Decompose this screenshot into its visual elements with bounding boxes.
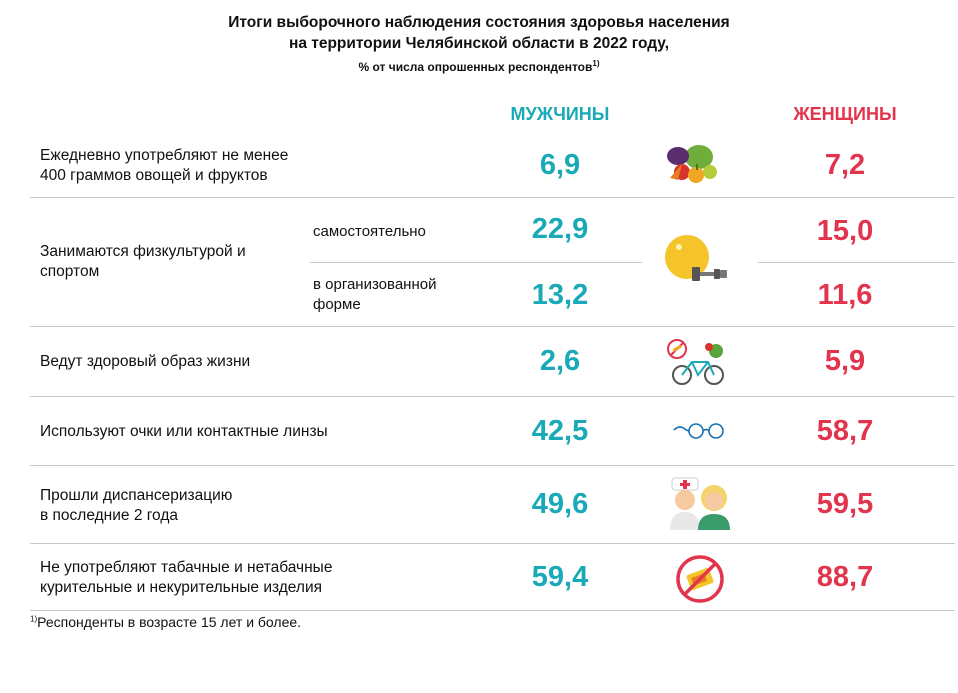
row-sport-org-men-value: 13,2 bbox=[531, 279, 589, 311]
row-healthy-men-value: 2,6 bbox=[539, 345, 581, 377]
row-divider bbox=[30, 543, 955, 544]
row-nosmoking-label-line2: курительные и некурительные изделия bbox=[40, 579, 322, 596]
subrow-divider-left bbox=[310, 262, 642, 263]
row-fruits-label-line2: 400 граммов овощей и фруктов bbox=[40, 167, 268, 184]
row-sport-label-line1: Занимаются физкультурой и bbox=[40, 243, 246, 260]
title-line-2: на территории Челябинской области в 2022… bbox=[288, 35, 670, 52]
row-divider bbox=[30, 610, 955, 611]
page-title: Итоги выборочного наблюдения состояния з… bbox=[0, 12, 958, 77]
row-glasses-women-value: 58,7 bbox=[816, 415, 874, 447]
glasses-icon bbox=[673, 423, 724, 439]
header-women: ЖЕНЩИНЫ bbox=[793, 104, 897, 124]
row-sport-org-women-value: 11,6 bbox=[817, 279, 873, 311]
healthy-lifestyle-bicycle-icon bbox=[667, 339, 724, 385]
row-sport-org-label-line1: в организованной bbox=[313, 276, 437, 293]
row-nosmoking-women-value: 88,7 bbox=[816, 561, 874, 593]
row-divider bbox=[30, 326, 955, 327]
row-checkup-label-line1: Прошли диспансеризацию bbox=[40, 487, 233, 504]
no-smoking-icon bbox=[676, 555, 724, 603]
row-nosmoking-men-value: 59,4 bbox=[531, 561, 589, 593]
row-checkup-women-value: 59,5 bbox=[816, 488, 874, 520]
row-checkup-men-value: 49,6 bbox=[531, 488, 589, 520]
row-checkup-label: Прошли диспансеризацию в последние 2 год… bbox=[40, 486, 232, 526]
row-sport-self-label: самостоятельно bbox=[313, 223, 426, 240]
row-fruits-label-line1: Ежедневно употребляют не менее bbox=[40, 147, 289, 164]
title-footnote-mark: 1) bbox=[592, 59, 600, 68]
row-sport-label-line2: спортом bbox=[40, 263, 100, 280]
row-fruits-women-value: 7,2 bbox=[824, 149, 866, 181]
sport-ball-dumbbell-icon bbox=[665, 235, 727, 281]
title-subtitle-text: % от числа опрошенных респондентов bbox=[358, 60, 593, 74]
row-sport-self-men-value: 22,9 bbox=[531, 213, 589, 245]
header-men: МУЖЧИНЫ bbox=[510, 104, 610, 124]
row-glasses-label: Используют очки или контактные линзы bbox=[40, 423, 328, 440]
row-healthy-label: Ведут здоровый образ жизни bbox=[40, 353, 251, 370]
footnote-text: Респонденты в возрасте 15 лет и более. bbox=[37, 614, 302, 630]
row-fruits-men-value: 6,9 bbox=[539, 149, 581, 181]
title-line-3: % от числа опрошенных респондентов1) bbox=[0, 54, 958, 77]
row-sport-org-label: в организованной форме bbox=[313, 275, 436, 315]
row-divider bbox=[30, 396, 955, 397]
row-nosmoking-label: Не употребляют табачные и нетабачные кур… bbox=[40, 558, 332, 598]
row-sport-label: Занимаются физкультурой и спортом bbox=[40, 242, 246, 282]
row-checkup-label-line2: в последние 2 года bbox=[40, 507, 179, 524]
doctor-patient-icon bbox=[670, 477, 730, 530]
row-glasses-men-value: 42,5 bbox=[531, 415, 589, 447]
row-divider bbox=[30, 197, 955, 198]
row-healthy-women-value: 5,9 bbox=[824, 345, 866, 377]
subrow-divider-right bbox=[758, 262, 955, 263]
row-sport-org-label-line2: форме bbox=[313, 296, 361, 313]
row-nosmoking-label-line1: Не употребляют табачные и нетабачные bbox=[40, 559, 333, 576]
row-fruits-label: Ежедневно употребляют не менее 400 грамм… bbox=[40, 146, 288, 186]
row-sport-self-women-value: 15,0 bbox=[816, 215, 874, 247]
fruits-vegetables-icon bbox=[667, 145, 717, 183]
footnote: 1)Респонденты в возрасте 15 лет и более. bbox=[30, 614, 301, 630]
title-line-1: Итоги выборочного наблюдения состояния з… bbox=[228, 14, 730, 31]
row-divider bbox=[30, 465, 955, 466]
footnote-mark: 1) bbox=[30, 614, 38, 624]
